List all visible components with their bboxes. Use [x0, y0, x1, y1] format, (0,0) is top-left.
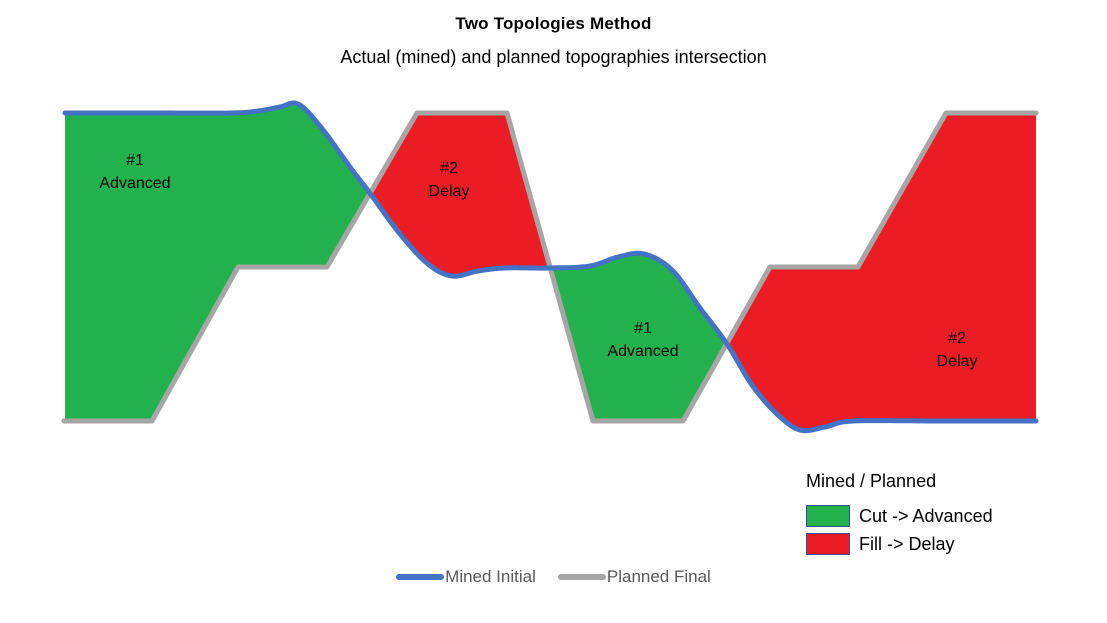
planned-final-label: Planned Final [606, 567, 711, 586]
legend-item-cut-label: Cut -> Advanced [859, 505, 993, 526]
chart-title: Two Topologies Method [455, 14, 652, 33]
region-label-fill-4: #2 Delay [937, 327, 978, 373]
region-label-line: #1 [126, 152, 144, 169]
region-fill-2 [370, 113, 551, 277]
mined-initial-line-swatch [396, 574, 445, 580]
legend-title: Mined / Planned [806, 471, 937, 491]
region-label-line: Delay [936, 353, 978, 370]
mined-initial-line [62, 100, 1039, 434]
region-label-line: #1 [634, 320, 652, 337]
legend-item-fill: Fill -> Delay [806, 533, 993, 555]
chart-subtitle: Actual (mined) and planned topographies … [340, 47, 767, 67]
legend-item-planned-final: Planned Final [557, 567, 711, 587]
region-label-line: #2 [948, 330, 966, 347]
region-label-fill-2: #2 Delay [429, 157, 470, 203]
region-label-line: Delay [428, 183, 470, 200]
region-label-line: #2 [440, 160, 458, 177]
region-cut-1 [65, 103, 371, 421]
legend-item-mined-initial: Mined Initial [396, 567, 536, 587]
line-legend: Mined Initial Planned Final [0, 567, 1107, 587]
planned-final-line-swatch [557, 574, 606, 580]
region-label-cut-3: #1 Advanced [607, 317, 678, 363]
region-label-cut-1: #1 Advanced [99, 149, 170, 195]
mined-initial-label: Mined Initial [445, 567, 536, 586]
series-legend: Mined / Planned Cut -> Advanced Fill -> … [806, 470, 993, 561]
region-cut-3 [550, 253, 727, 421]
legend-item-cut: Cut -> Advanced [806, 505, 993, 527]
region-label-line: Advanced [99, 175, 171, 192]
region-label-line: Advanced [607, 343, 679, 360]
fill-color-swatch [806, 533, 850, 555]
region-fill-4 [726, 113, 1036, 431]
legend-item-fill-label: Fill -> Delay [859, 533, 955, 554]
cut-color-swatch [806, 505, 850, 527]
